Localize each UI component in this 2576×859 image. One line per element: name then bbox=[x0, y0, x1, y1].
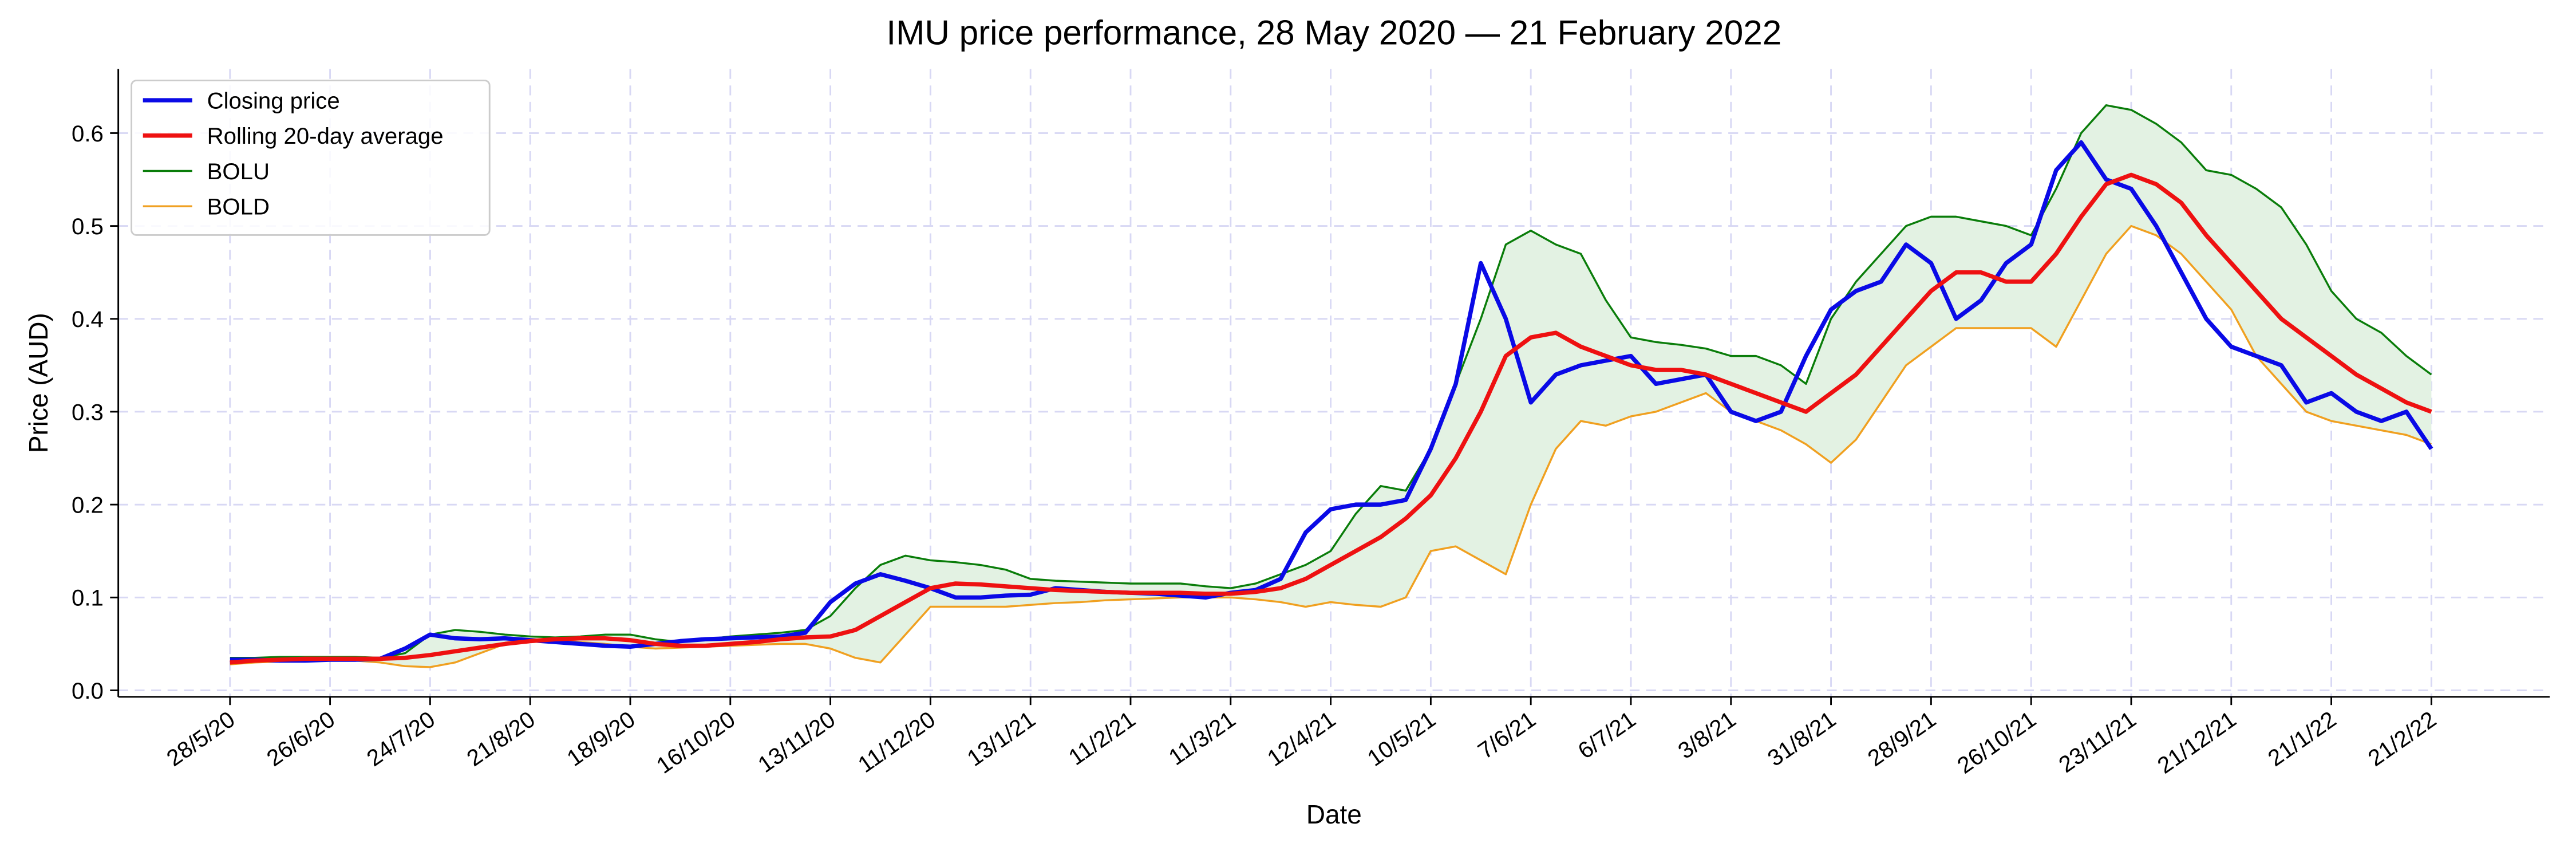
x-tick-label: 13/11/20 bbox=[753, 706, 840, 778]
x-tick-label: 6/7/21 bbox=[1573, 706, 1640, 764]
x-tick-label: 28/5/20 bbox=[162, 706, 240, 771]
x-tick-label: 21/12/21 bbox=[2153, 706, 2241, 779]
x-tick-label: 21/1/22 bbox=[2263, 706, 2341, 771]
x-tick-label: 21/2/22 bbox=[2363, 706, 2441, 771]
legend-label: Closing price bbox=[207, 88, 340, 113]
y-tick-label: 0.1 bbox=[72, 585, 104, 611]
x-tick-label: 16/10/20 bbox=[652, 706, 740, 779]
plot-area bbox=[230, 104, 2433, 668]
legend-label: Rolling 20-day average bbox=[207, 123, 444, 149]
legend-box bbox=[131, 80, 491, 236]
x-tick-label: 26/10/21 bbox=[1953, 706, 2041, 779]
chart-title: IMU price performance, 28 May 2020 — 21 … bbox=[886, 13, 1781, 52]
x-tick-label: 18/9/20 bbox=[562, 706, 640, 771]
x-tick-label: 13/1/21 bbox=[962, 706, 1040, 771]
y-tick-label: 0.6 bbox=[72, 121, 104, 147]
x-tick-label: 21/8/20 bbox=[462, 706, 540, 771]
y-tick-label: 0.5 bbox=[72, 214, 104, 239]
x-tick-label: 26/6/20 bbox=[262, 706, 340, 771]
x-tick-label: 3/8/21 bbox=[1673, 706, 1740, 764]
x-tick-label: 31/8/21 bbox=[1763, 706, 1841, 771]
y-axis-label: Price (AUD) bbox=[23, 313, 53, 453]
legend: Closing price Rolling 20-day average BOLU B… bbox=[131, 80, 491, 236]
x-tick-label: 11/2/21 bbox=[1064, 706, 1140, 770]
band-fill bbox=[230, 105, 2432, 667]
y-tick-label: 0.0 bbox=[72, 678, 104, 704]
x-tick-label: 10/5/21 bbox=[1362, 706, 1440, 771]
legend-label: BOLU bbox=[207, 159, 270, 184]
line-series bbox=[230, 172, 2432, 665]
x-tick-label: 12/4/21 bbox=[1263, 706, 1341, 771]
x-tick-label: 28/9/21 bbox=[1863, 706, 1941, 771]
x-tick-label: 23/11/21 bbox=[2054, 706, 2140, 778]
legend-label: BOLD bbox=[207, 194, 270, 220]
x-tick-label: 24/7/20 bbox=[362, 706, 440, 771]
y-tick-label: 0.3 bbox=[72, 399, 104, 425]
x-axis-label: Date bbox=[1306, 799, 1362, 829]
line-series bbox=[230, 104, 2432, 659]
y-tick-label: 0.4 bbox=[72, 306, 104, 332]
x-tick-label: 7/6/21 bbox=[1473, 706, 1540, 764]
x-tick-label: 11/3/21 bbox=[1164, 706, 1240, 770]
x-tick-label: 11/12/20 bbox=[854, 706, 940, 778]
line-series bbox=[230, 140, 2433, 663]
y-tick-label: 0.2 bbox=[72, 492, 104, 518]
